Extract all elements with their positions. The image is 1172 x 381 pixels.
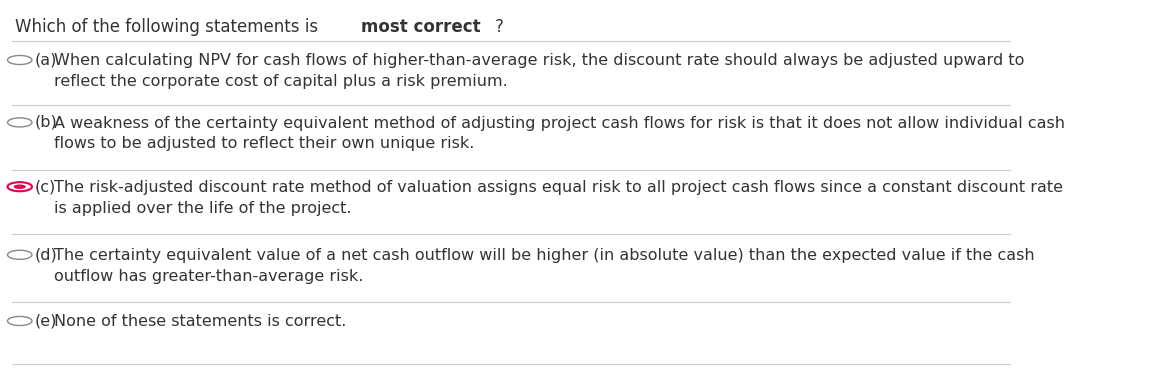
Text: (a): (a) <box>35 53 57 67</box>
Text: reflect the corporate cost of capital plus a risk premium.: reflect the corporate cost of capital pl… <box>54 74 509 89</box>
Text: The risk-adjusted discount rate method of valuation assigns equal risk to all pr: The risk-adjusted discount rate method o… <box>54 180 1063 195</box>
Text: When calculating NPV for cash flows of higher-than-average risk, the discount ra: When calculating NPV for cash flows of h… <box>54 53 1024 68</box>
Text: The certainty equivalent value of a net cash outflow will be higher (in absolute: The certainty equivalent value of a net … <box>54 248 1035 263</box>
Text: A weakness of the certainty equivalent method of adjusting project cash flows fo: A weakness of the certainty equivalent m… <box>54 115 1065 131</box>
Text: ?: ? <box>495 18 504 37</box>
Text: None of these statements is correct.: None of these statements is correct. <box>54 314 347 329</box>
Text: (e): (e) <box>35 314 57 328</box>
Text: (b): (b) <box>35 115 57 130</box>
Text: flows to be adjusted to reflect their own unique risk.: flows to be adjusted to reflect their ow… <box>54 136 475 151</box>
Text: is applied over the life of the project.: is applied over the life of the project. <box>54 201 352 216</box>
Text: (d): (d) <box>35 247 57 262</box>
Text: (c): (c) <box>35 179 56 194</box>
Text: Which of the following statements is: Which of the following statements is <box>14 18 323 37</box>
Text: most correct: most correct <box>361 18 481 37</box>
Text: outflow has greater-than-average risk.: outflow has greater-than-average risk. <box>54 269 363 284</box>
Circle shape <box>14 184 26 189</box>
